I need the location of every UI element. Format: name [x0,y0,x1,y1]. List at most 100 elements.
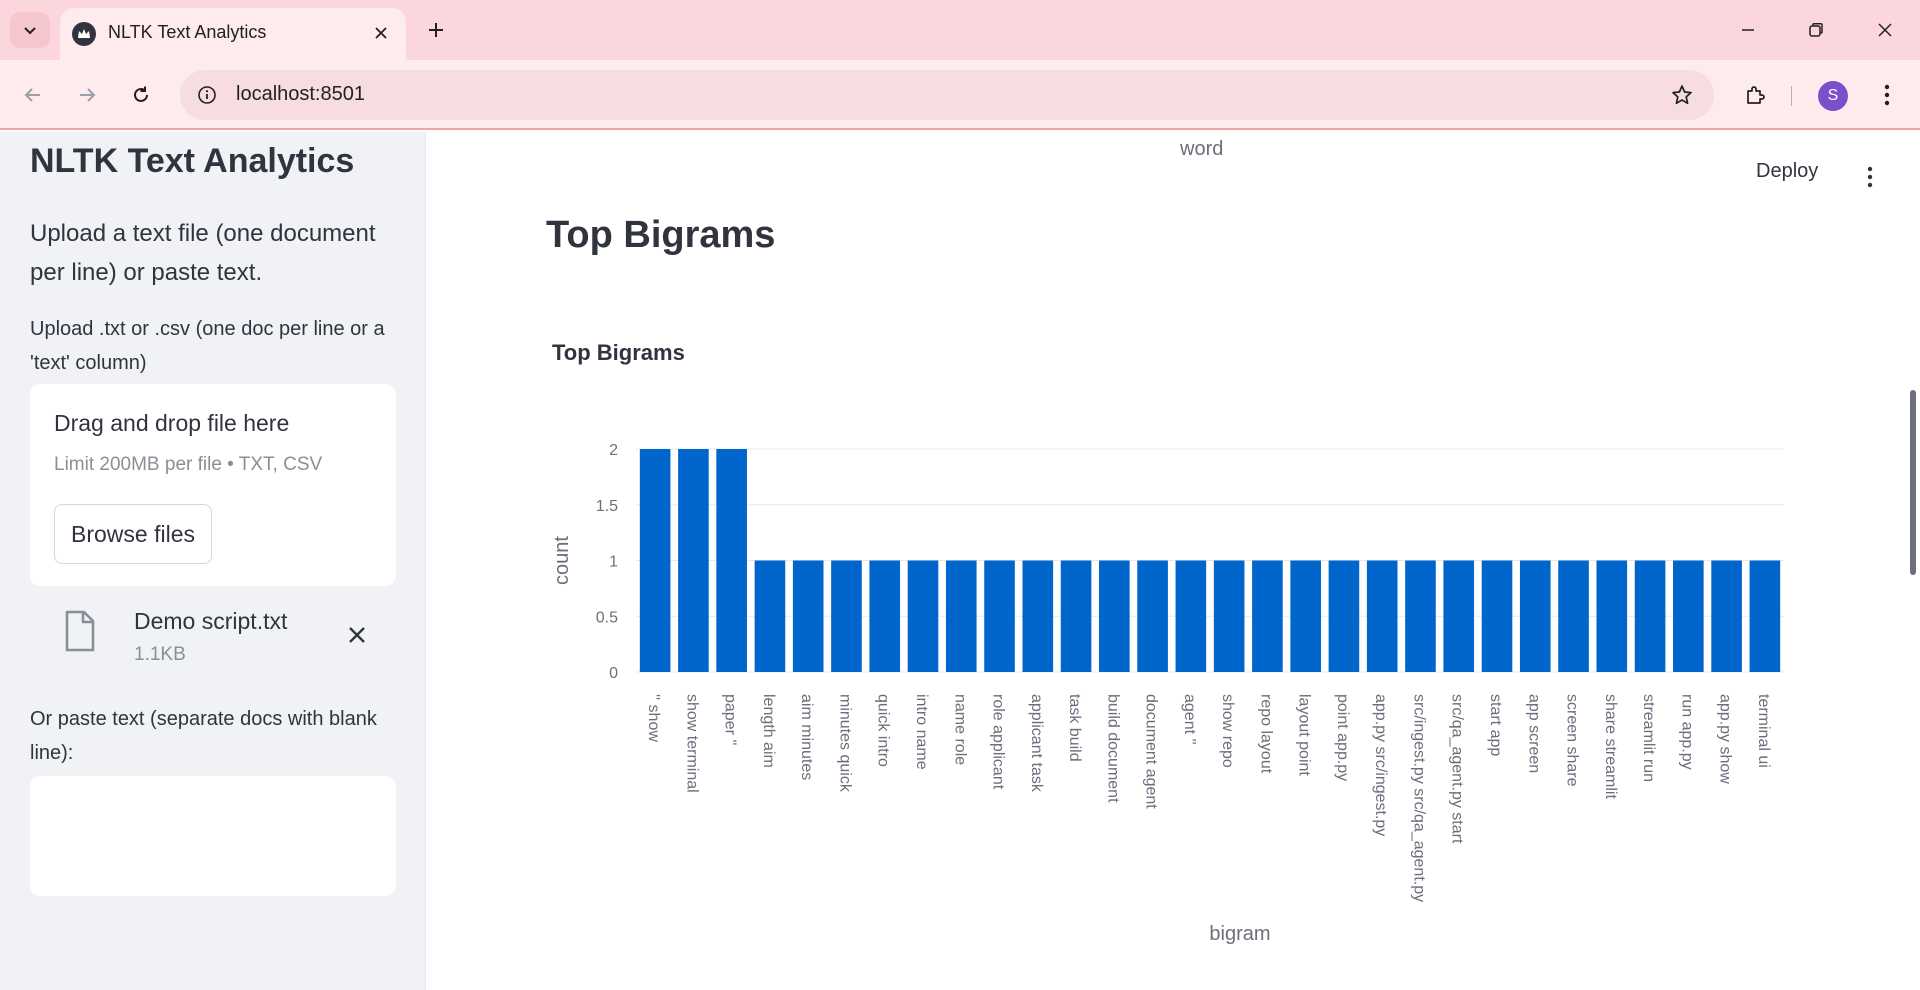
x-tick-label: agent '' [1181,694,1198,745]
y-tick-label: 1 [609,554,618,571]
new-tab-plus-icon[interactable] [418,12,454,48]
bar [1711,560,1742,672]
bar [1328,560,1360,672]
bar [1060,560,1092,672]
x-tick-label: minutes quick [836,694,853,793]
x-tick-label: point app.py [1334,694,1351,781]
y-axis-title: count [551,536,573,585]
y-tick-label: 0 [609,665,618,682]
x-tick-label: src/qa_agent.py start [1449,694,1466,844]
back-arrow-icon[interactable] [14,76,52,114]
bar [984,560,1015,672]
x-tick-label: intro name [913,694,930,770]
browser-toolbar: localhost:8501 [0,60,1920,130]
y-tick-label: 1.5 [596,498,618,515]
bar [1749,560,1781,672]
x-tick-label: screen share [1564,694,1581,787]
deploy-button[interactable]: Deploy [1756,160,1819,182]
paste-text-area[interactable] [30,776,396,896]
remove-file-close-icon[interactable] [342,620,372,650]
x-tick-label: start app [1487,694,1504,756]
tab-search-button[interactable] [10,12,50,48]
bar [1099,560,1130,672]
bar [1558,560,1589,672]
x-tick-label: share streamlit [1602,694,1619,799]
x-tick-label: run app.py [1678,694,1695,770]
address-bar[interactable]: localhost:8501 [180,70,1714,120]
x-tick-label: layout point [1296,694,1313,776]
bar [1252,560,1283,672]
bar [1366,560,1398,672]
bar [1481,560,1513,672]
tab-title: NLTK Text Analytics [108,22,267,42]
x-tick-label: aim minutes [798,694,815,780]
x-tick-label: length aim [760,694,777,768]
browser-tab-bar: NLTK Text Analytics [0,0,1920,60]
chart-title: Top Bigrams [552,340,685,365]
tab-close-icon[interactable] [368,20,394,46]
streamlit-crown-icon [72,22,96,46]
bar [1634,560,1666,672]
bar [1519,560,1551,672]
bar [945,560,977,672]
bigram-bar-chart: 0 0.5 1 1.5 2 count '' show show terminal paper … [551,442,1784,945]
browse-files-button[interactable]: Browse files [54,504,212,564]
x-tick-label: show terminal [683,694,700,793]
browser-menu-kebab-icon[interactable] [1870,76,1904,114]
x-tick-label: applicant task [1028,694,1045,793]
x-tick-label: app.py src/ingest.py [1372,694,1389,836]
minimize-icon[interactable] [1720,8,1776,52]
sidebar-description: Upload a text file (one document per lin… [30,220,376,286]
x-tick-label: task build [1066,694,1083,762]
y-tick-label: 2 [609,442,618,459]
bar [1213,560,1245,672]
bar [1175,560,1207,672]
x-tick-label: '' show [645,694,662,742]
bar [1137,560,1168,672]
x-tick-label: app.py show [1717,694,1734,784]
scrollbar-thumb[interactable] [1910,390,1916,575]
bar [1673,560,1704,672]
site-info-icon[interactable] [194,82,220,108]
browser-tab[interactable]: NLTK Text Analytics [60,8,406,60]
x-tick-label: build document [1104,694,1121,803]
dropzone-limit: Limit 200MB per file • TXT, CSV [54,454,323,475]
paste-text-label: Or paste text (separate docs with blank … [30,708,377,764]
bar [1290,560,1321,672]
upload-label: Upload .txt or .csv (one doc per line or… [30,318,385,374]
forward-arrow-icon[interactable] [68,76,106,114]
x-axis-title: bigram [1209,923,1270,945]
bar [907,560,939,672]
toolbar-divider [1791,86,1792,106]
x-tick-label: show repo [1219,694,1236,768]
uploaded-file: Demo script.txt 1.1KB [30,600,396,678]
bookmark-star-icon[interactable] [1668,81,1696,109]
bar [1443,560,1475,672]
previous-chart-axis-label: word [1180,138,1224,160]
bar [831,560,862,672]
x-tick-label: streamlit run [1640,694,1657,782]
bar [716,449,747,672]
x-tick-label: paper '' [722,694,739,745]
chevron-down-icon [24,27,36,35]
file-icon [65,610,95,652]
dropzone-title: Drag and drop file here [54,410,290,436]
x-tick-label: document agent [1143,694,1160,809]
sidebar-title: NLTK Text Analytics [30,142,355,180]
close-window-icon[interactable] [1857,8,1913,52]
bar [754,560,786,672]
file-name: Demo script.txt [134,608,288,634]
x-tick-label: repo layout [1257,694,1274,774]
x-tick-label: name role [951,694,968,765]
url-text[interactable]: localhost:8501 [236,83,365,105]
profile-avatar[interactable]: S [1818,81,1848,111]
x-tick-label: quick intro [875,694,892,767]
app-menu-kebab-icon[interactable] [1860,162,1880,192]
extensions-puzzle-icon[interactable] [1736,76,1774,114]
x-tick-label: src/ingest.py src/qa_agent.py [1410,694,1427,902]
bar [639,449,671,672]
bar [678,449,709,672]
file-dropzone[interactable]: Drag and drop file here Limit 200MB per … [30,384,396,586]
restore-icon[interactable] [1788,8,1844,52]
reload-icon[interactable] [122,76,160,114]
